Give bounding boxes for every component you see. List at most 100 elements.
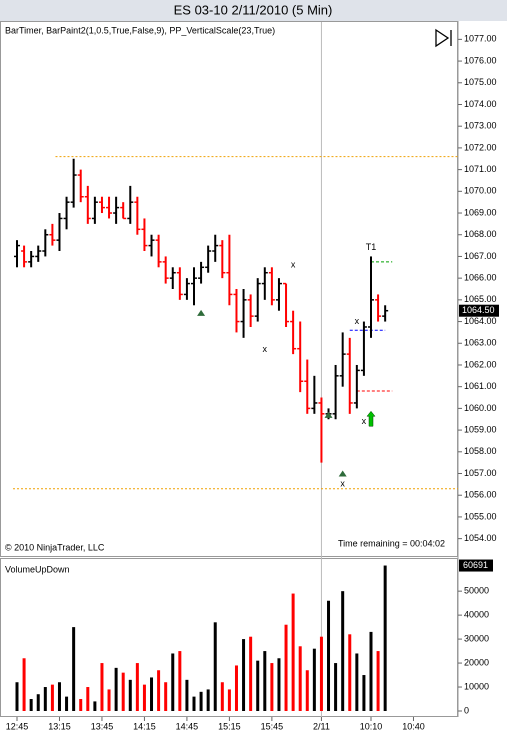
volume-bar bbox=[277, 658, 281, 711]
time-remaining: Time remaining = 00:04:02 bbox=[338, 538, 445, 548]
volume-bar bbox=[199, 691, 203, 711]
y-tick-label: 1062.00 bbox=[464, 359, 497, 369]
volume-bar bbox=[383, 565, 387, 711]
y-tick-label: 1058.00 bbox=[464, 446, 497, 456]
marker-label: x bbox=[340, 479, 345, 489]
volume-bar bbox=[213, 622, 217, 711]
volume-bar bbox=[270, 663, 274, 711]
volume-bar bbox=[227, 689, 231, 711]
y-tick-label: 1065.00 bbox=[464, 294, 497, 304]
last-volume-label: 60691 bbox=[463, 560, 488, 570]
volume-bar bbox=[263, 651, 267, 711]
x-tick-label: 13:45 bbox=[91, 721, 114, 731]
y-tick-label: 1063.00 bbox=[464, 338, 497, 348]
marker-label: x bbox=[355, 316, 360, 326]
volume-bar bbox=[100, 663, 104, 711]
y-tick-label: 1056.00 bbox=[464, 490, 497, 500]
volume-bar bbox=[319, 636, 323, 711]
y-tick-label: 1076.00 bbox=[464, 55, 497, 65]
x-tick-label: 2/11 bbox=[313, 721, 330, 731]
volume-bar bbox=[15, 682, 19, 711]
y-tick-label: 1072.00 bbox=[464, 142, 497, 152]
y-tick-label: 1073.00 bbox=[464, 121, 497, 131]
volume-bar bbox=[334, 663, 338, 711]
volume-bar bbox=[192, 696, 196, 711]
x-tick-label: 15:45 bbox=[261, 721, 284, 731]
volume-bar bbox=[114, 667, 118, 711]
volume-bar bbox=[249, 636, 253, 711]
x-tick-label: 13:15 bbox=[48, 721, 71, 731]
y-tick-label: 40000 bbox=[464, 610, 489, 620]
volume-bar bbox=[178, 651, 182, 711]
volume-bar bbox=[128, 679, 132, 711]
y-tick-label: 1077.00 bbox=[464, 34, 497, 44]
volume-bar bbox=[121, 672, 125, 711]
y-tick-label: 30000 bbox=[464, 633, 489, 643]
volume-bar bbox=[376, 651, 380, 711]
volume-bar bbox=[206, 689, 210, 711]
y-tick-label: 10000 bbox=[464, 681, 489, 691]
volume-bar bbox=[86, 687, 90, 711]
y-tick-label: 1054.00 bbox=[464, 533, 497, 543]
x-tick-label: 14:45 bbox=[176, 721, 199, 731]
marker-label: x bbox=[362, 416, 367, 426]
y-tick-label: 1067.00 bbox=[464, 251, 497, 261]
x-tick-label: 15:15 bbox=[218, 721, 241, 731]
y-tick-label: 1064.00 bbox=[464, 316, 497, 326]
volume-bar bbox=[79, 699, 83, 711]
volume-bar bbox=[135, 663, 139, 711]
y-tick-label: 1055.00 bbox=[464, 511, 497, 521]
title-bar bbox=[0, 0, 507, 21]
volume-bar bbox=[36, 694, 40, 711]
marker-label: T1 bbox=[366, 242, 377, 252]
volume-bar bbox=[327, 600, 331, 711]
x-tick-label: 14:15 bbox=[133, 721, 156, 731]
volume-title: VolumeUpDown bbox=[5, 564, 70, 574]
play-icon[interactable] bbox=[435, 28, 452, 48]
y-tick-label: 1070.00 bbox=[464, 186, 497, 196]
y-tick-label: 1075.00 bbox=[464, 77, 497, 87]
volume-bar bbox=[22, 658, 26, 711]
volume-bar bbox=[305, 670, 309, 711]
last-volume-box bbox=[459, 559, 493, 572]
y-tick-label: 20000 bbox=[464, 657, 489, 667]
y-tick-label: 1066.00 bbox=[464, 273, 497, 283]
y-tick-label: 1071.00 bbox=[464, 164, 497, 174]
volume-bar bbox=[43, 687, 47, 711]
y-tick-label: 1074.00 bbox=[464, 99, 497, 109]
volume-bar bbox=[369, 631, 373, 711]
volume-bar bbox=[150, 677, 154, 711]
volume-bar bbox=[107, 689, 111, 711]
volume-bar bbox=[362, 675, 366, 711]
y-tick-label: 1069.00 bbox=[464, 207, 497, 217]
volume-bar bbox=[50, 684, 54, 711]
chart-title: ES 03-10 2/11/2010 (5 Min) bbox=[174, 2, 333, 17]
volume-bar bbox=[171, 653, 175, 711]
volume-bar bbox=[65, 696, 69, 711]
volume-bar bbox=[29, 699, 33, 711]
volume-bar bbox=[348, 634, 352, 711]
y-tick-label: 1061.00 bbox=[464, 381, 497, 391]
y-tick-label: 1060.00 bbox=[464, 403, 497, 413]
volume-bar bbox=[284, 624, 288, 711]
volume-bar bbox=[291, 593, 295, 711]
volume-bar bbox=[164, 682, 168, 711]
volume-bar bbox=[157, 670, 161, 711]
volume-bar bbox=[298, 646, 302, 711]
signal-arrow bbox=[366, 410, 376, 427]
y-tick-label: 50000 bbox=[464, 586, 489, 596]
x-tick-label: 10:10 bbox=[360, 721, 383, 731]
volume-bar bbox=[220, 682, 224, 711]
y-tick-label: 0 bbox=[464, 705, 469, 715]
last-price-label: 1064.50 bbox=[462, 305, 495, 315]
volume-bar bbox=[234, 665, 238, 711]
x-tick-label: 12:45 bbox=[6, 721, 29, 731]
volume-bar bbox=[93, 701, 97, 711]
volume-bar bbox=[355, 653, 359, 711]
y-tick-label: 1059.00 bbox=[464, 424, 497, 434]
last-price-box bbox=[459, 304, 499, 317]
volume-bar bbox=[256, 660, 260, 711]
volume-bar bbox=[242, 639, 246, 711]
x-tick-label: 10:40 bbox=[402, 721, 425, 731]
